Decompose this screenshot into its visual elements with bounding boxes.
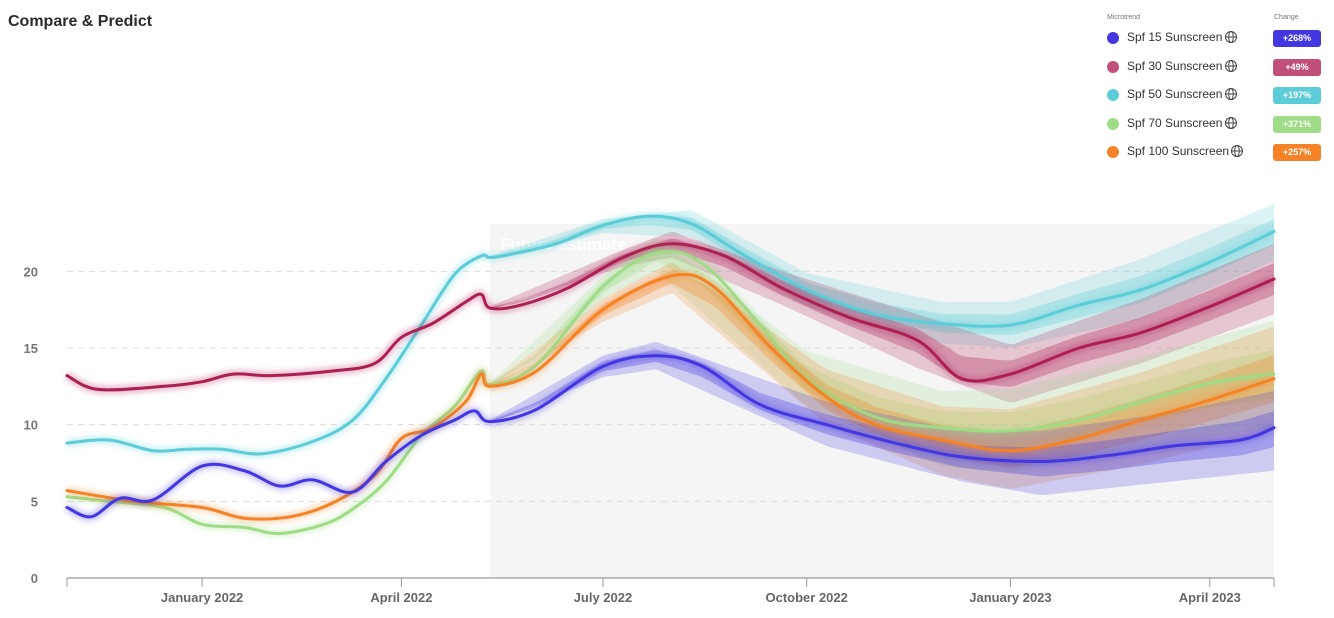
y-tick-label: 20 bbox=[24, 264, 38, 279]
globe-icon[interactable] bbox=[1224, 87, 1238, 101]
x-tick-label: July 2022 bbox=[574, 590, 633, 605]
legend-dot bbox=[1107, 118, 1119, 130]
legend-item-label: Spf 70 Sunscreen bbox=[1127, 116, 1223, 130]
globe-icon[interactable] bbox=[1230, 144, 1244, 158]
change-badge: +49% bbox=[1273, 59, 1321, 76]
legend-dot bbox=[1107, 89, 1119, 101]
x-tick-label: October 2022 bbox=[766, 590, 848, 605]
legend-header-change: Change bbox=[1274, 14, 1299, 21]
x-tick-label: April 2023 bbox=[1179, 590, 1241, 605]
x-tick-label: January 2022 bbox=[161, 590, 243, 605]
change-badge: +197% bbox=[1273, 87, 1321, 104]
page-title: Compare & Predict bbox=[8, 13, 153, 30]
legend-dot bbox=[1107, 146, 1119, 158]
legend-item-spf100[interactable]: Spf 100 Sunscreen +257% bbox=[1100, 140, 1326, 162]
legend-item-label: Spf 15 Sunscreen bbox=[1127, 30, 1223, 44]
confidence-band-inner bbox=[490, 246, 1274, 450]
legend-dot bbox=[1107, 61, 1119, 73]
series-line bbox=[65, 272, 1276, 521]
legend-item-spf30[interactable]: Spf 30 Sunscreen +49% bbox=[1100, 55, 1326, 77]
legend-item-label: Spf 30 Sunscreen bbox=[1127, 59, 1223, 73]
series-line bbox=[65, 354, 1276, 519]
series-line bbox=[65, 242, 1276, 392]
series-line bbox=[65, 214, 1276, 456]
legend-item-label: Spf 50 Sunscreen bbox=[1127, 87, 1223, 101]
change-badge: +268% bbox=[1273, 30, 1321, 47]
change-badge: +371% bbox=[1273, 116, 1321, 133]
legend-dot bbox=[1107, 32, 1119, 44]
confidence-band-inner bbox=[490, 349, 1274, 477]
change-badge: +257% bbox=[1273, 144, 1321, 161]
y-tick-label: 15 bbox=[24, 341, 38, 356]
y-tick-label: 0 bbox=[31, 571, 38, 586]
globe-icon[interactable] bbox=[1224, 59, 1238, 73]
confidence-band-outer bbox=[490, 263, 1274, 489]
legend-header-microtrend: Microtrend bbox=[1107, 14, 1141, 21]
legend-item-spf50[interactable]: Spf 50 Sunscreen +197% bbox=[1100, 83, 1326, 105]
legend-item-spf70[interactable]: Spf 70 Sunscreen +371% bbox=[1100, 112, 1326, 134]
y-tick-label: 5 bbox=[31, 494, 38, 509]
globe-icon[interactable] bbox=[1224, 30, 1238, 44]
confidence-band-outer bbox=[490, 237, 1274, 472]
x-tick-label: January 2023 bbox=[969, 590, 1051, 605]
y-tick-label: 10 bbox=[24, 418, 38, 433]
legend: Microtrend Change Spf 15 Sunscreen +268%… bbox=[1100, 10, 1326, 170]
legend-item-spf15[interactable]: Spf 15 Sunscreen +268% bbox=[1100, 26, 1326, 48]
confidence-band-outer bbox=[490, 203, 1274, 348]
series-line bbox=[65, 249, 1276, 536]
legend-item-label: Spf 100 Sunscreen bbox=[1127, 144, 1230, 158]
globe-icon[interactable] bbox=[1224, 116, 1238, 130]
x-tick-label: April 2022 bbox=[370, 590, 432, 605]
